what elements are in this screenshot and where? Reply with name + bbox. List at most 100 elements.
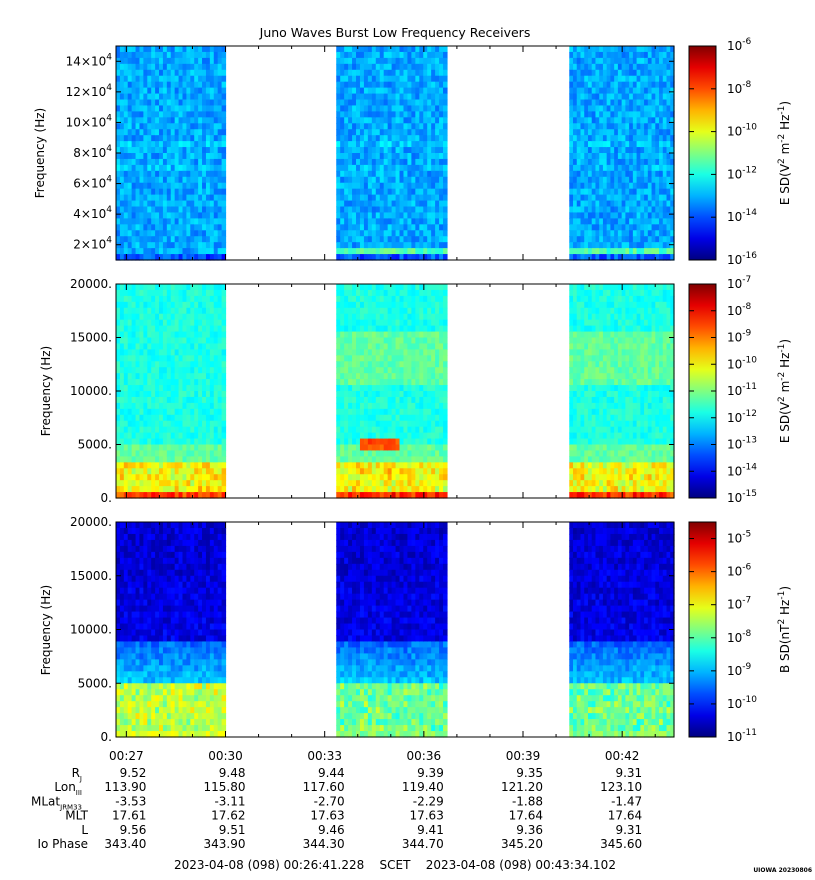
spectrogram-cell — [190, 331, 195, 339]
spectrogram-cell — [621, 164, 626, 172]
spectrogram-cell — [659, 248, 664, 255]
spectrogram-cell — [443, 230, 448, 237]
spectrogram-cell — [336, 141, 341, 148]
spectrogram-cell — [629, 212, 634, 219]
spectrogram-cell — [340, 87, 345, 95]
spectrogram-cell — [666, 57, 671, 65]
spectrogram-cell — [356, 396, 361, 404]
spectrogram-cell — [336, 420, 341, 428]
spectrogram-cell — [190, 224, 195, 231]
spectrogram-cell — [166, 456, 172, 463]
spectrogram-cell — [139, 141, 144, 148]
spectrogram-cell — [356, 450, 361, 457]
spectrogram-cell — [151, 307, 156, 315]
spectrogram-cell — [383, 105, 389, 112]
spectrogram-cell — [375, 307, 381, 315]
spectrogram-cell — [359, 224, 365, 231]
spectrogram-cell — [383, 349, 389, 356]
spectrogram-cell — [614, 129, 619, 136]
spectrogram-cell — [178, 230, 184, 237]
spectrogram-cell — [209, 212, 215, 219]
spectrogram-cell — [178, 105, 184, 112]
spectrogram-cell — [147, 295, 152, 303]
spectrogram-cell — [569, 117, 574, 124]
spectrogram-cell — [221, 63, 227, 71]
spectrogram-cell — [190, 188, 195, 196]
spectrogram-cell — [147, 176, 152, 184]
spectrogram-cell — [123, 153, 129, 160]
spectrogram-cell — [591, 164, 597, 172]
spectrogram-cell — [606, 69, 612, 77]
spectrogram-cell — [602, 236, 608, 243]
spectrogram-cell — [139, 105, 144, 112]
spectrogram-cell — [383, 87, 389, 95]
spectrogram-cell — [403, 141, 409, 148]
spectrogram-cell — [363, 355, 369, 362]
spectrogram-cell — [123, 123, 129, 130]
spectrogram-cell — [407, 188, 412, 196]
spectrogram-cell — [576, 224, 582, 231]
spectrogram-cell — [569, 206, 574, 214]
spectrogram-cell — [340, 361, 345, 368]
spectrogram-cell — [202, 408, 207, 416]
spectrogram-cell — [411, 123, 416, 130]
spectrogram-cell — [213, 224, 219, 231]
spectrogram-cell — [221, 331, 227, 339]
spectrogram-cell — [403, 414, 409, 422]
spectrogram-cell — [116, 242, 121, 249]
spectrogram-cell — [190, 164, 195, 172]
spectrogram-cell — [415, 147, 420, 154]
spectrogram-cell — [151, 379, 156, 386]
spectrogram-cell — [647, 105, 653, 112]
spectrogram-cell — [198, 456, 203, 463]
spectrogram-cell — [427, 450, 432, 457]
spectrogram-cell — [423, 349, 428, 356]
spectrogram-cell — [162, 367, 168, 374]
spectrogram-cell — [363, 99, 369, 107]
spectrogram-cell — [399, 420, 405, 428]
spectrogram-cell — [617, 63, 623, 71]
spectrogram-cell — [147, 402, 152, 410]
spectrogram-cell — [391, 438, 397, 446]
spectrogram-cell — [584, 123, 589, 130]
spectrogram-cell — [356, 295, 361, 303]
spectrogram-cell — [170, 87, 176, 95]
spectrogram-cell — [576, 111, 582, 118]
spectrogram-cell — [591, 254, 597, 261]
spectrogram-cell — [383, 343, 389, 350]
y-tick-label: 14×104 — [66, 52, 113, 68]
spectrogram-cell — [427, 57, 432, 65]
spectrogram-cell — [143, 295, 148, 303]
spectrogram-cell — [584, 218, 589, 225]
spectrogram-cell — [344, 385, 349, 392]
spectrogram-cell — [367, 224, 373, 231]
spectrogram-cell — [135, 337, 141, 345]
spectrogram-cell — [587, 200, 593, 208]
spectrogram-cell — [427, 170, 432, 178]
spectrogram-cell — [186, 69, 191, 77]
spectrogram-cell — [198, 111, 203, 118]
spectrogram-cell — [602, 75, 608, 83]
spectrogram-cell — [340, 105, 345, 112]
spectrogram-cell — [371, 164, 377, 172]
spectrogram-cell — [614, 117, 619, 124]
spectrogram-cell — [123, 236, 129, 243]
spectrogram-cell — [359, 462, 365, 469]
spectrogram-cell — [116, 426, 121, 434]
spectrogram-cell — [371, 176, 377, 184]
spectrogram-cell — [116, 123, 121, 130]
spectrogram-cell — [584, 224, 589, 231]
spectrogram-cell — [569, 164, 574, 172]
spectrogram-cell — [162, 230, 168, 237]
spectrogram-cell — [123, 212, 129, 219]
spectrogram-cell — [356, 349, 361, 356]
spectrogram-cell — [190, 307, 195, 315]
spectrogram-cell — [655, 153, 660, 160]
spectrogram-cell — [379, 117, 385, 124]
spectrogram-cell — [356, 129, 361, 136]
spectrogram-cell — [139, 385, 144, 392]
spectrogram-cell — [415, 129, 420, 136]
spectrogram-cell — [202, 438, 207, 446]
spectrogram-cell — [395, 123, 401, 130]
spectrogram-cell — [407, 111, 412, 118]
